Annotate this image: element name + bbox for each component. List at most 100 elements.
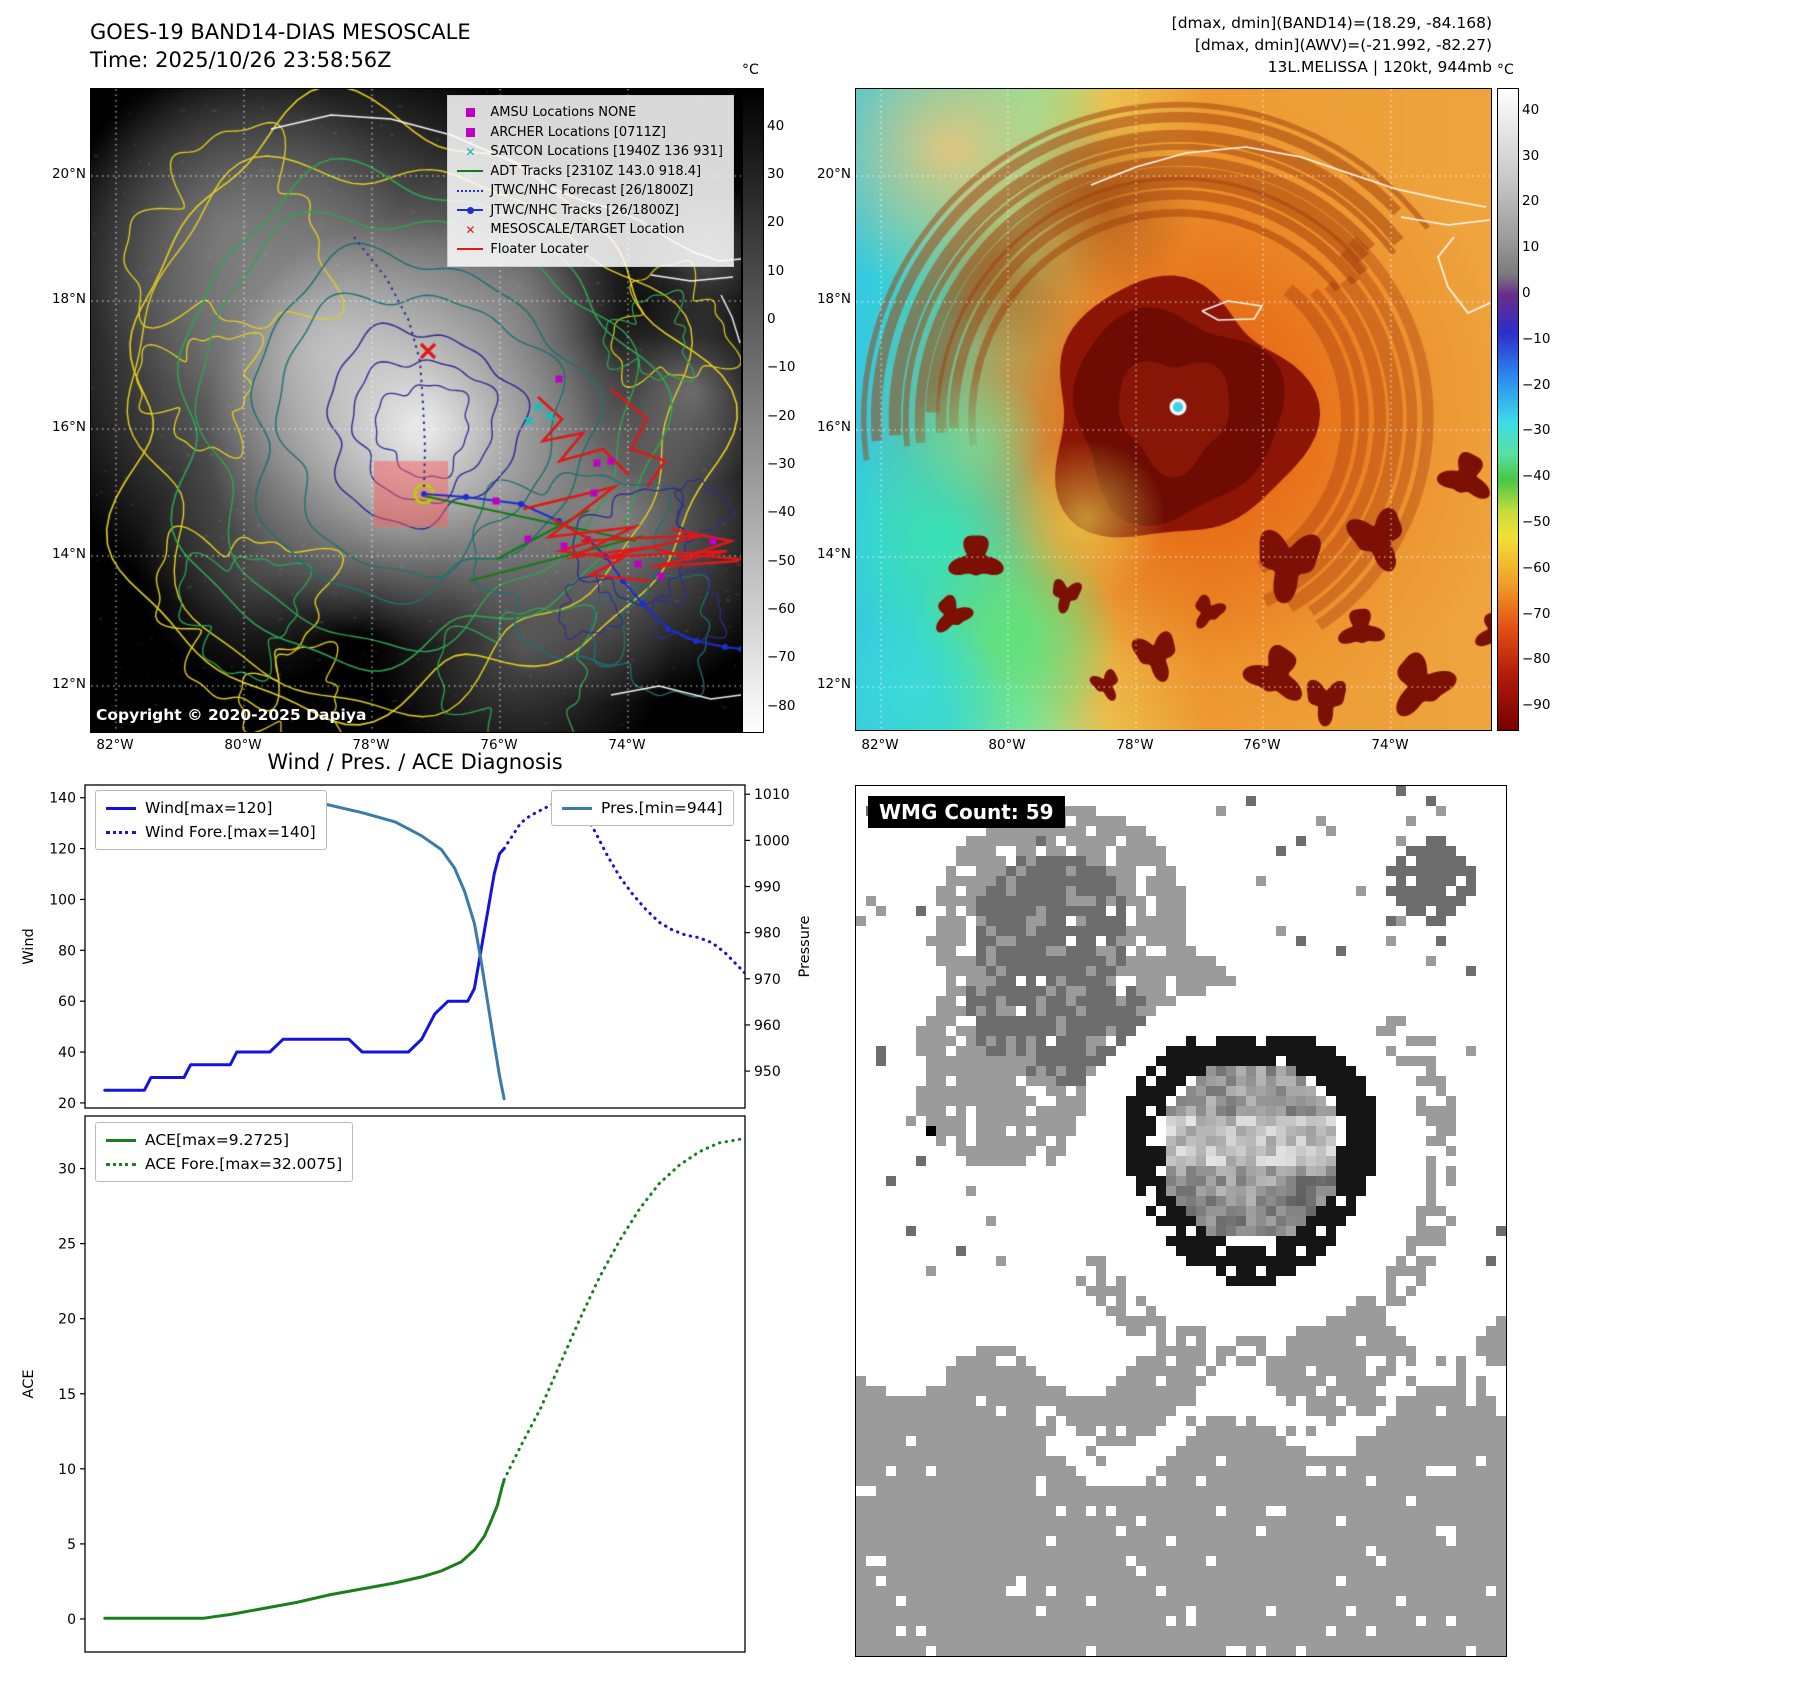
copyright-text: Copyright © 2020-2025 Dapiya <box>96 706 367 724</box>
y2-tick-label: 950 <box>754 1064 781 1080</box>
series-line-0-2 <box>103 797 506 1101</box>
y-tick-label: 0 <box>67 1612 76 1628</box>
y-tick-label: 5 <box>67 1537 76 1553</box>
awv-lon-tick: 82°W <box>861 737 899 753</box>
band14-colorbar-tick: −10 <box>767 359 796 376</box>
awv-colorbar-tick: −10 <box>1522 330 1551 347</box>
y-tick-label: 15 <box>58 1387 76 1403</box>
ace-legend-row: ACE[max=9.2725] <box>106 1128 342 1152</box>
awv-colorbar-tick: −80 <box>1522 651 1551 668</box>
band14-colorbar-tick: 20 <box>767 214 785 231</box>
diagnosis-title: Wind / Pres. / ACE Diagnosis <box>267 750 563 774</box>
band14-lat-tick: 14°N <box>51 546 86 562</box>
y-tick-label: 60 <box>58 994 76 1010</box>
band14-colorbar-tick: −80 <box>767 697 796 714</box>
band14-lon-tick: 76°W <box>480 737 518 753</box>
y-tick-label: 80 <box>58 943 76 959</box>
y-tick-label: 10 <box>58 1462 76 1478</box>
legend-item-adt: ADT Tracks [2310Z 143.0 918.4] <box>455 162 723 182</box>
legend-label: Floater Locater <box>490 241 589 257</box>
y2-axis-label: Pressure <box>797 915 813 977</box>
y-axis-label: ACE <box>21 1370 37 1399</box>
band14-lon-tick: 82°W <box>96 737 134 753</box>
awv-colorbar-tick: −50 <box>1522 513 1551 530</box>
band14-colorbar-tick: 30 <box>767 166 785 183</box>
y-tick-label: 30 <box>58 1162 76 1178</box>
legend-item-floater: Floater Locater <box>455 240 723 260</box>
satcon-marker-icon <box>455 145 485 159</box>
band14-lat-tick: 20°N <box>51 166 86 182</box>
y-tick-label: 20 <box>58 1096 76 1112</box>
awv-lat-tick: 20°N <box>816 166 851 182</box>
band14-colorbar-tick: −60 <box>767 601 796 618</box>
legend-label: SATCON Locations [1940Z 136 931] <box>490 144 723 160</box>
y-axis-label: Wind <box>21 928 37 964</box>
band14-title: GOES-19 BAND14-DIAS MESOSCALE <box>90 20 471 44</box>
band14-colorbar-tick: 40 <box>767 117 785 134</box>
band14-colorbar-tick: −40 <box>767 504 796 521</box>
wind-line-swatch <box>106 806 136 810</box>
wind-legend-row: Wind[max=120] <box>106 796 316 820</box>
y-tick-label: 100 <box>49 892 76 908</box>
legend-label: ARCHER Locations [0711Z] <box>490 124 666 140</box>
y-tick-label: 120 <box>49 842 76 858</box>
awv-lon-tick: 74°W <box>1371 737 1409 753</box>
awv-colorbar-tick: −70 <box>1522 605 1551 622</box>
ace-legend: ACE[max=9.2725] ACE Fore.[max=32.0075] <box>95 1122 354 1182</box>
legend-item-satcon: SATCON Locations [1940Z 136 931] <box>455 142 723 162</box>
awv-colorbar-tick: −90 <box>1522 697 1551 714</box>
awv-header-awv: [dmax, dmin](AWV)=(-21.992, -82.27) <box>1194 36 1492 54</box>
y-tick-label: 40 <box>58 1045 76 1061</box>
ace-forecast-line-swatch <box>106 1162 136 1166</box>
legend-label: ADT Tracks [2310Z 143.0 918.4] <box>490 163 702 179</box>
band14-lon-tick: 74°W <box>608 737 646 753</box>
diagnosis-charts-svg: 2040608010012014095096097098099010001010… <box>21 784 813 1653</box>
y2-tick-label: 970 <box>754 972 781 988</box>
wind-legend-label: Wind[max=120] <box>145 799 273 817</box>
band14-map: AMSU Locations NONE ARCHER Locations [07… <box>90 88 742 733</box>
wind-forecast-legend-label: Wind Fore.[max=140] <box>145 823 316 841</box>
wind-legend: Wind[max=120] Wind Fore.[max=140] <box>95 790 327 850</box>
awv-lat-tick: 14°N <box>816 546 851 562</box>
y-tick-label: 25 <box>58 1237 76 1253</box>
legend-item-jtwc-forecast: JTWC/NHC Forecast [26/1800Z] <box>455 181 723 201</box>
legend-item-jtwc-track: JTWC/NHC Tracks [26/1800Z] <box>455 201 723 221</box>
legend-item-amsu: AMSU Locations NONE <box>455 103 723 123</box>
band14-lat-tick: 16°N <box>51 419 86 435</box>
ace-line-swatch <box>106 1138 136 1142</box>
awv-header: [dmax, dmin](BAND14)=(18.29, -84.168) [d… <box>1062 12 1492 78</box>
target-marker-icon <box>455 223 485 237</box>
y2-tick-label: 980 <box>754 926 781 942</box>
band14-colorbar-tick: 0 <box>767 311 776 328</box>
pressure-legend-label: Pres.[min=944] <box>601 799 723 817</box>
y-tick-label: 140 <box>49 791 76 807</box>
awv-colorbar-tick: −60 <box>1522 559 1551 576</box>
awv-lon-tick: 76°W <box>1243 737 1281 753</box>
legend-label: AMSU Locations NONE <box>490 105 637 121</box>
ace-forecast-legend-label: ACE Fore.[max=32.0075] <box>145 1155 343 1173</box>
band14-colorbar-tick: −70 <box>767 649 796 666</box>
band14-colorbar-tick: 10 <box>767 262 785 279</box>
legend-item-archer: ARCHER Locations [0711Z] <box>455 123 723 143</box>
awv-colorbar-tick: −30 <box>1522 422 1551 439</box>
ace-forecast-legend-row: ACE Fore.[max=32.0075] <box>106 1152 342 1176</box>
band14-colorbar-tick: −30 <box>767 456 796 473</box>
awv-lat-tick: 16°N <box>816 419 851 435</box>
y2-tick-label: 1010 <box>754 787 790 803</box>
band14-lat-tick: 18°N <box>51 291 86 307</box>
jtwc-forecast-marker-icon <box>455 184 485 198</box>
legend-item-target: MESOSCALE/TARGET Location <box>455 220 723 240</box>
band14-legend: AMSU Locations NONE ARCHER Locations [07… <box>447 95 734 267</box>
archer-marker-icon <box>455 125 485 139</box>
wind-forecast-line-swatch <box>106 830 136 834</box>
awv-colorbar-tick: −20 <box>1522 376 1551 393</box>
y2-tick-label: 990 <box>754 880 781 896</box>
awv-satellite-canvas <box>856 89 1491 730</box>
y-tick-label: 20 <box>58 1312 76 1328</box>
pressure-legend-row: Pres.[min=944] <box>562 796 723 820</box>
awv-colorbar-tick: 10 <box>1522 239 1540 256</box>
awv-colorbar-tick: 40 <box>1522 101 1540 118</box>
awv-colorbar-tick: 0 <box>1522 285 1531 302</box>
awv-header-storm: 13L.MELISSA | 120kt, 944mb <box>1267 58 1492 76</box>
band14-colorbar-tick: −50 <box>767 552 796 569</box>
